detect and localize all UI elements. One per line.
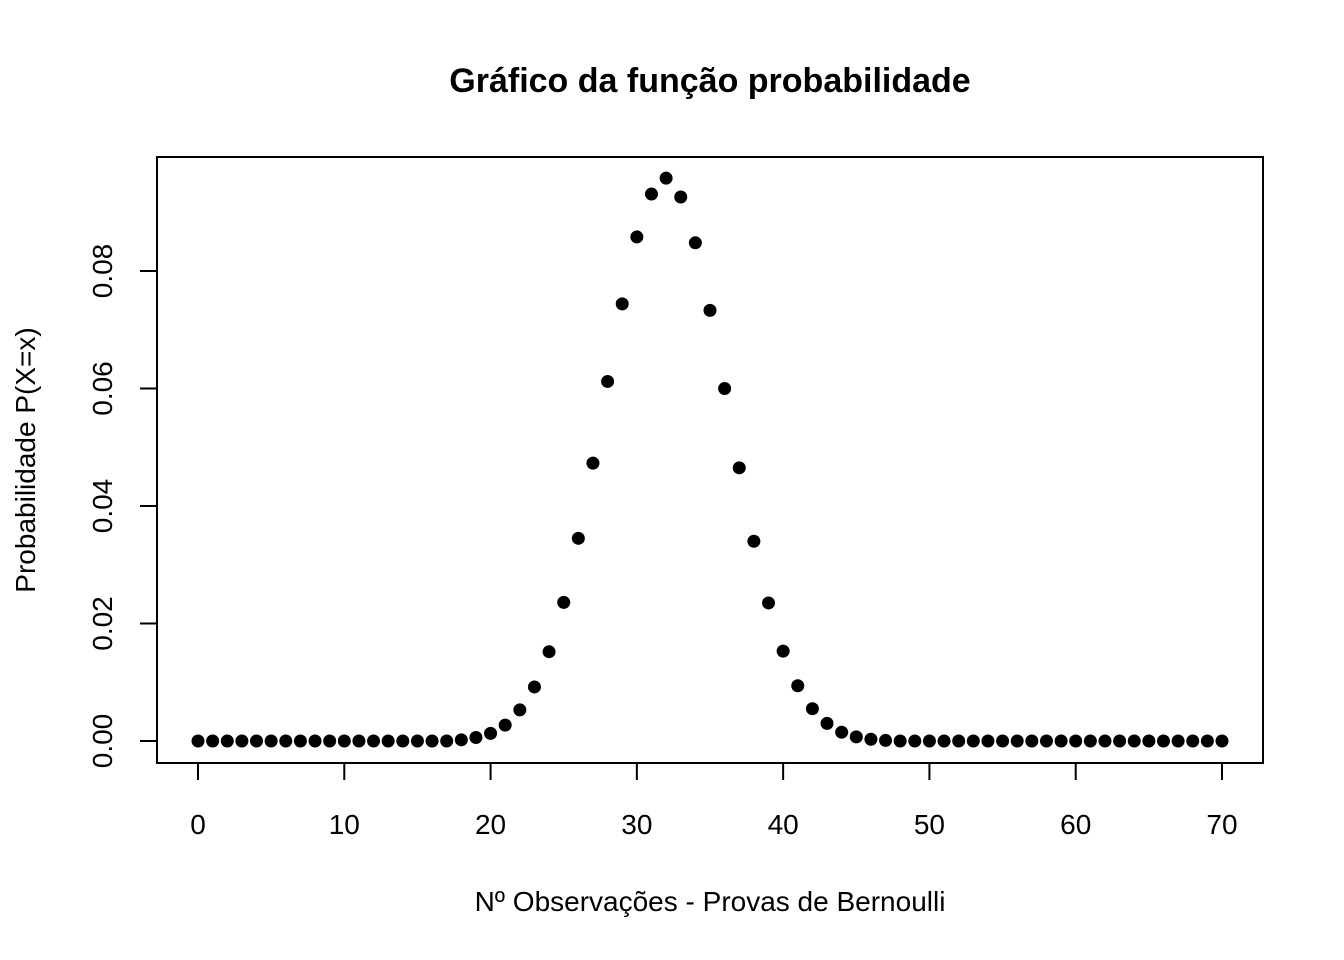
data-point	[674, 190, 688, 204]
data-point	[279, 734, 293, 748]
data-points	[191, 171, 1229, 748]
y-tick-label: 0.08	[87, 244, 118, 299]
chart-title: Gráfico da função probabilidade	[449, 62, 970, 100]
data-point	[1215, 734, 1229, 748]
data-point	[893, 734, 907, 748]
data-point	[981, 734, 995, 748]
data-point	[410, 734, 424, 748]
data-point	[601, 374, 615, 388]
data-point	[1171, 734, 1185, 748]
data-point	[220, 734, 234, 748]
data-point	[1054, 734, 1068, 748]
data-point	[1142, 734, 1156, 748]
data-point	[864, 732, 878, 746]
data-point	[235, 734, 249, 748]
x-tick-label: 10	[329, 809, 360, 840]
data-point	[440, 734, 454, 748]
data-point	[396, 734, 410, 748]
data-point	[805, 702, 819, 716]
data-point	[367, 734, 381, 748]
data-point	[498, 718, 512, 732]
x-tick-label: 30	[621, 809, 652, 840]
data-point	[206, 734, 220, 748]
data-point	[908, 734, 922, 748]
data-point	[659, 171, 673, 185]
data-point	[352, 734, 366, 748]
data-point	[1186, 734, 1200, 748]
data-point	[952, 734, 966, 748]
data-point	[1113, 734, 1127, 748]
data-point	[1156, 734, 1170, 748]
data-point	[1025, 734, 1039, 748]
data-point	[791, 679, 805, 693]
data-point	[293, 734, 307, 748]
x-tick-label: 0	[190, 809, 206, 840]
data-point	[527, 680, 541, 694]
data-point	[937, 734, 951, 748]
x-axis-label: Nº Observações - Provas de Bernoulli	[475, 886, 946, 917]
y-axis: 0.00 0.02 0.04 0.06 0.08	[87, 244, 158, 769]
data-point	[557, 595, 571, 609]
data-point	[966, 734, 980, 748]
data-point	[250, 734, 264, 748]
data-point	[644, 187, 658, 201]
data-point	[747, 534, 761, 548]
data-point	[1069, 734, 1083, 748]
data-point	[615, 297, 629, 311]
data-point	[542, 645, 556, 659]
data-point	[586, 456, 600, 470]
data-point	[879, 733, 893, 747]
data-point	[1200, 734, 1214, 748]
x-tick-label: 50	[914, 809, 945, 840]
data-point	[484, 726, 498, 740]
data-point	[630, 230, 644, 244]
data-point	[469, 730, 483, 744]
x-tick-label: 70	[1206, 809, 1237, 840]
data-point	[1127, 734, 1141, 748]
data-point	[762, 596, 776, 610]
data-point	[308, 734, 322, 748]
data-point	[425, 734, 439, 748]
data-point	[454, 733, 468, 747]
y-tick-label: 0.04	[87, 479, 118, 534]
x-tick-label: 60	[1060, 809, 1091, 840]
data-point	[820, 716, 834, 730]
data-point	[1083, 734, 1097, 748]
data-point	[688, 236, 702, 250]
data-point	[718, 382, 732, 395]
data-point	[1010, 734, 1024, 748]
data-point	[1098, 734, 1112, 748]
data-point	[381, 734, 395, 748]
y-axis-label: Probabilidade P(X=x)	[10, 327, 41, 592]
data-point	[849, 730, 863, 744]
data-point	[835, 725, 849, 739]
data-point	[732, 461, 746, 475]
data-point	[513, 703, 527, 717]
y-tick-label: 0.06	[87, 361, 118, 416]
data-point	[571, 531, 585, 545]
plot-frame	[156, 156, 1264, 764]
data-point	[323, 734, 337, 748]
data-point	[996, 734, 1010, 748]
x-axis: 0 10 20 30 40 50 60 70	[190, 762, 1238, 840]
x-tick-label: 40	[768, 809, 799, 840]
data-point	[776, 644, 790, 658]
y-tick-label: 0.00	[87, 714, 118, 769]
data-point	[1039, 734, 1053, 748]
data-point	[703, 303, 717, 317]
data-point	[191, 734, 205, 748]
x-tick-label: 20	[475, 809, 506, 840]
data-point	[337, 734, 351, 748]
data-point	[264, 734, 278, 748]
y-tick-label: 0.02	[87, 596, 118, 651]
data-point	[922, 734, 936, 748]
